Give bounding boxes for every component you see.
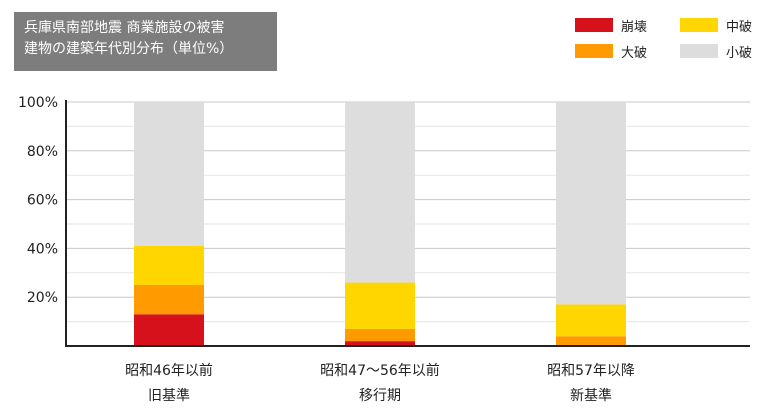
bar-segment bbox=[134, 285, 204, 315]
x-category-sublabel: 旧基準 bbox=[148, 387, 190, 404]
legend-swatch-collapse bbox=[575, 18, 613, 32]
bar-segment bbox=[345, 102, 415, 283]
bar-segment bbox=[556, 102, 626, 305]
legend-label-medium: 中破 bbox=[726, 19, 753, 35]
legend-item-collapse: 崩壊 bbox=[575, 15, 647, 35]
legend-swatch-minor bbox=[680, 44, 718, 58]
y-tick-label: 80% bbox=[27, 144, 58, 160]
chart-title-line2: 建物の建築年代別分布（単位%） bbox=[24, 41, 234, 57]
x-category-sublabel: 移行期 bbox=[359, 388, 401, 404]
legend-swatch-major bbox=[575, 44, 613, 58]
y-tick-label: 40% bbox=[27, 241, 58, 257]
legend-label-collapse: 崩壊 bbox=[621, 19, 648, 35]
legend: 崩壊 中破 大破 小破 bbox=[575, 12, 765, 66]
bar-segment bbox=[345, 341, 415, 346]
chart-title-line1: 兵庫県南部地震 商業施設の被害 bbox=[24, 20, 225, 36]
y-tick-label: 20% bbox=[27, 290, 58, 306]
bar-segment bbox=[134, 102, 204, 246]
x-category-label: 昭和46年以前 bbox=[125, 362, 213, 379]
bar-segment bbox=[556, 304, 626, 337]
bar-segment bbox=[345, 328, 415, 342]
bar-segment bbox=[134, 245, 204, 285]
y-tick-label: 60% bbox=[27, 193, 58, 209]
legend-label-minor: 小破 bbox=[726, 45, 753, 61]
x-category-label: 昭和47〜56年以前 bbox=[320, 362, 440, 379]
bar-segment bbox=[345, 282, 415, 329]
legend-label-major: 大破 bbox=[621, 45, 648, 61]
legend-item-medium: 中破 bbox=[680, 15, 752, 35]
legend-swatch-medium bbox=[680, 18, 718, 32]
bar-segment bbox=[556, 336, 626, 346]
chart-title-box: 兵庫県南部地震 商業施設の被害 建物の建築年代別分布（単位%） bbox=[14, 12, 277, 71]
legend-item-minor: 小破 bbox=[680, 41, 752, 61]
x-category-label: 昭和57年以降 bbox=[547, 363, 635, 379]
x-category-sublabel: 新基準 bbox=[570, 387, 612, 404]
bar-segment bbox=[134, 314, 204, 346]
legend-item-major: 大破 bbox=[575, 41, 647, 61]
y-tick-label: 100% bbox=[18, 95, 58, 111]
